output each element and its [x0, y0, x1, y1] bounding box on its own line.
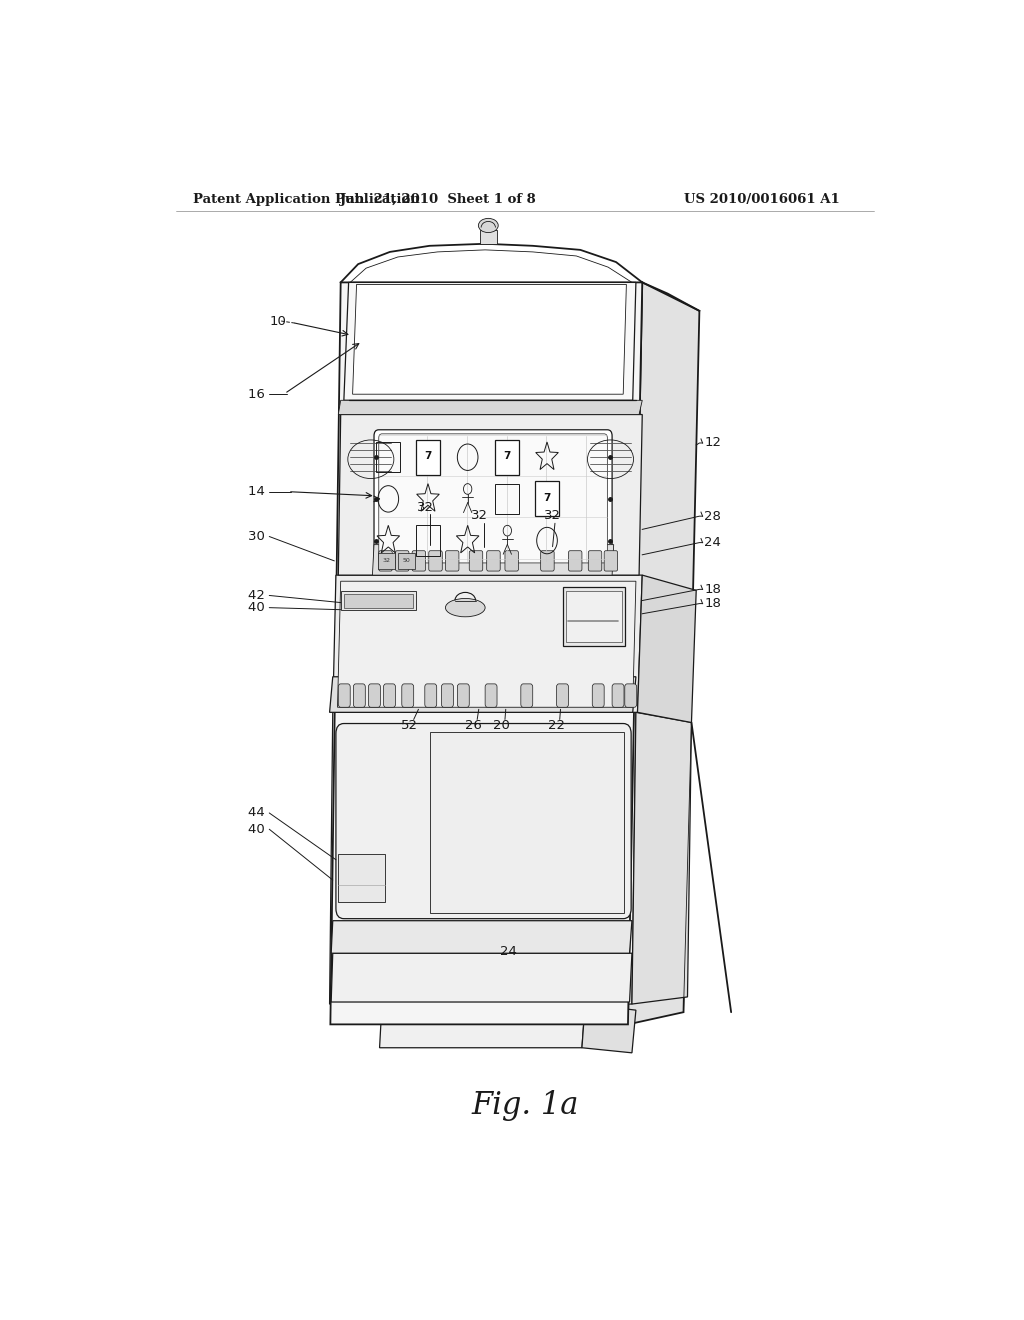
- Text: 42: 42: [248, 589, 269, 602]
- Text: 28: 28: [705, 510, 721, 523]
- Ellipse shape: [445, 598, 485, 616]
- FancyBboxPatch shape: [535, 482, 559, 516]
- Text: 12: 12: [705, 437, 721, 450]
- FancyBboxPatch shape: [425, 684, 436, 708]
- FancyBboxPatch shape: [568, 550, 582, 572]
- Text: 16: 16: [248, 388, 269, 401]
- Text: US 2010/0016061 A1: US 2010/0016061 A1: [684, 193, 840, 206]
- Text: 18: 18: [705, 583, 721, 595]
- Polygon shape: [331, 282, 642, 1024]
- Text: 7: 7: [504, 451, 511, 461]
- FancyBboxPatch shape: [604, 550, 617, 572]
- FancyBboxPatch shape: [496, 440, 519, 475]
- Text: 26: 26: [465, 719, 481, 733]
- Polygon shape: [330, 713, 636, 1005]
- Bar: [338, 854, 385, 903]
- Polygon shape: [344, 282, 636, 400]
- FancyBboxPatch shape: [401, 684, 414, 708]
- Text: 32: 32: [417, 502, 434, 515]
- FancyBboxPatch shape: [395, 550, 409, 572]
- Polygon shape: [582, 1005, 636, 1053]
- FancyBboxPatch shape: [505, 550, 518, 572]
- Bar: [397, 553, 416, 569]
- Polygon shape: [338, 400, 642, 414]
- Text: 20: 20: [493, 719, 509, 733]
- Polygon shape: [338, 581, 636, 708]
- FancyBboxPatch shape: [412, 550, 426, 572]
- Polygon shape: [373, 545, 613, 576]
- FancyBboxPatch shape: [458, 684, 469, 708]
- Text: 32: 32: [383, 558, 391, 564]
- FancyBboxPatch shape: [441, 684, 454, 708]
- Text: Fig. 1a: Fig. 1a: [471, 1090, 579, 1121]
- Bar: [416, 525, 440, 556]
- Text: 44: 44: [248, 807, 269, 820]
- Polygon shape: [632, 713, 691, 1005]
- FancyBboxPatch shape: [338, 684, 350, 708]
- FancyBboxPatch shape: [485, 684, 497, 708]
- Polygon shape: [628, 282, 699, 1024]
- Text: 22: 22: [548, 719, 565, 733]
- FancyBboxPatch shape: [469, 550, 482, 572]
- Polygon shape: [338, 414, 642, 576]
- Text: 24: 24: [501, 945, 517, 958]
- Polygon shape: [380, 1005, 585, 1048]
- FancyBboxPatch shape: [557, 684, 568, 708]
- Text: 14: 14: [248, 486, 269, 498]
- Text: 24: 24: [705, 536, 721, 549]
- Text: 18: 18: [705, 597, 721, 610]
- FancyBboxPatch shape: [612, 684, 624, 708]
- Bar: [378, 553, 395, 569]
- FancyBboxPatch shape: [445, 550, 459, 572]
- Polygon shape: [352, 284, 627, 395]
- Bar: [496, 483, 519, 515]
- FancyBboxPatch shape: [588, 550, 602, 572]
- FancyBboxPatch shape: [384, 684, 395, 708]
- Polygon shape: [330, 677, 636, 713]
- Polygon shape: [331, 921, 632, 953]
- Polygon shape: [331, 953, 632, 1002]
- FancyBboxPatch shape: [625, 684, 637, 708]
- Text: 7: 7: [424, 451, 432, 461]
- Text: 40: 40: [248, 601, 269, 614]
- Polygon shape: [638, 576, 696, 722]
- Text: 50: 50: [402, 558, 411, 564]
- Bar: [377, 442, 400, 473]
- FancyBboxPatch shape: [521, 684, 532, 708]
- FancyBboxPatch shape: [336, 723, 631, 919]
- Bar: [344, 594, 413, 607]
- FancyBboxPatch shape: [369, 684, 380, 708]
- Text: 32: 32: [471, 510, 488, 523]
- Text: 40: 40: [248, 822, 269, 836]
- FancyBboxPatch shape: [486, 550, 500, 572]
- FancyBboxPatch shape: [353, 684, 366, 708]
- Bar: [430, 731, 624, 912]
- Bar: [566, 591, 622, 643]
- FancyBboxPatch shape: [416, 440, 440, 475]
- FancyBboxPatch shape: [379, 550, 392, 572]
- FancyBboxPatch shape: [429, 550, 442, 572]
- Text: Patent Application Publication: Patent Application Publication: [194, 193, 420, 206]
- Text: 52: 52: [401, 719, 418, 733]
- FancyBboxPatch shape: [379, 434, 607, 562]
- Text: Jan. 21, 2010  Sheet 1 of 8: Jan. 21, 2010 Sheet 1 of 8: [340, 193, 536, 206]
- Text: 32: 32: [544, 510, 561, 523]
- FancyBboxPatch shape: [541, 550, 554, 572]
- FancyBboxPatch shape: [592, 684, 604, 708]
- FancyBboxPatch shape: [374, 430, 612, 568]
- Bar: [563, 587, 625, 647]
- Bar: [341, 591, 416, 610]
- Polygon shape: [479, 230, 497, 244]
- Ellipse shape: [478, 218, 499, 232]
- Text: 7: 7: [544, 492, 551, 503]
- Text: 30: 30: [248, 531, 269, 543]
- Polygon shape: [333, 576, 642, 713]
- Text: 10: 10: [269, 314, 286, 327]
